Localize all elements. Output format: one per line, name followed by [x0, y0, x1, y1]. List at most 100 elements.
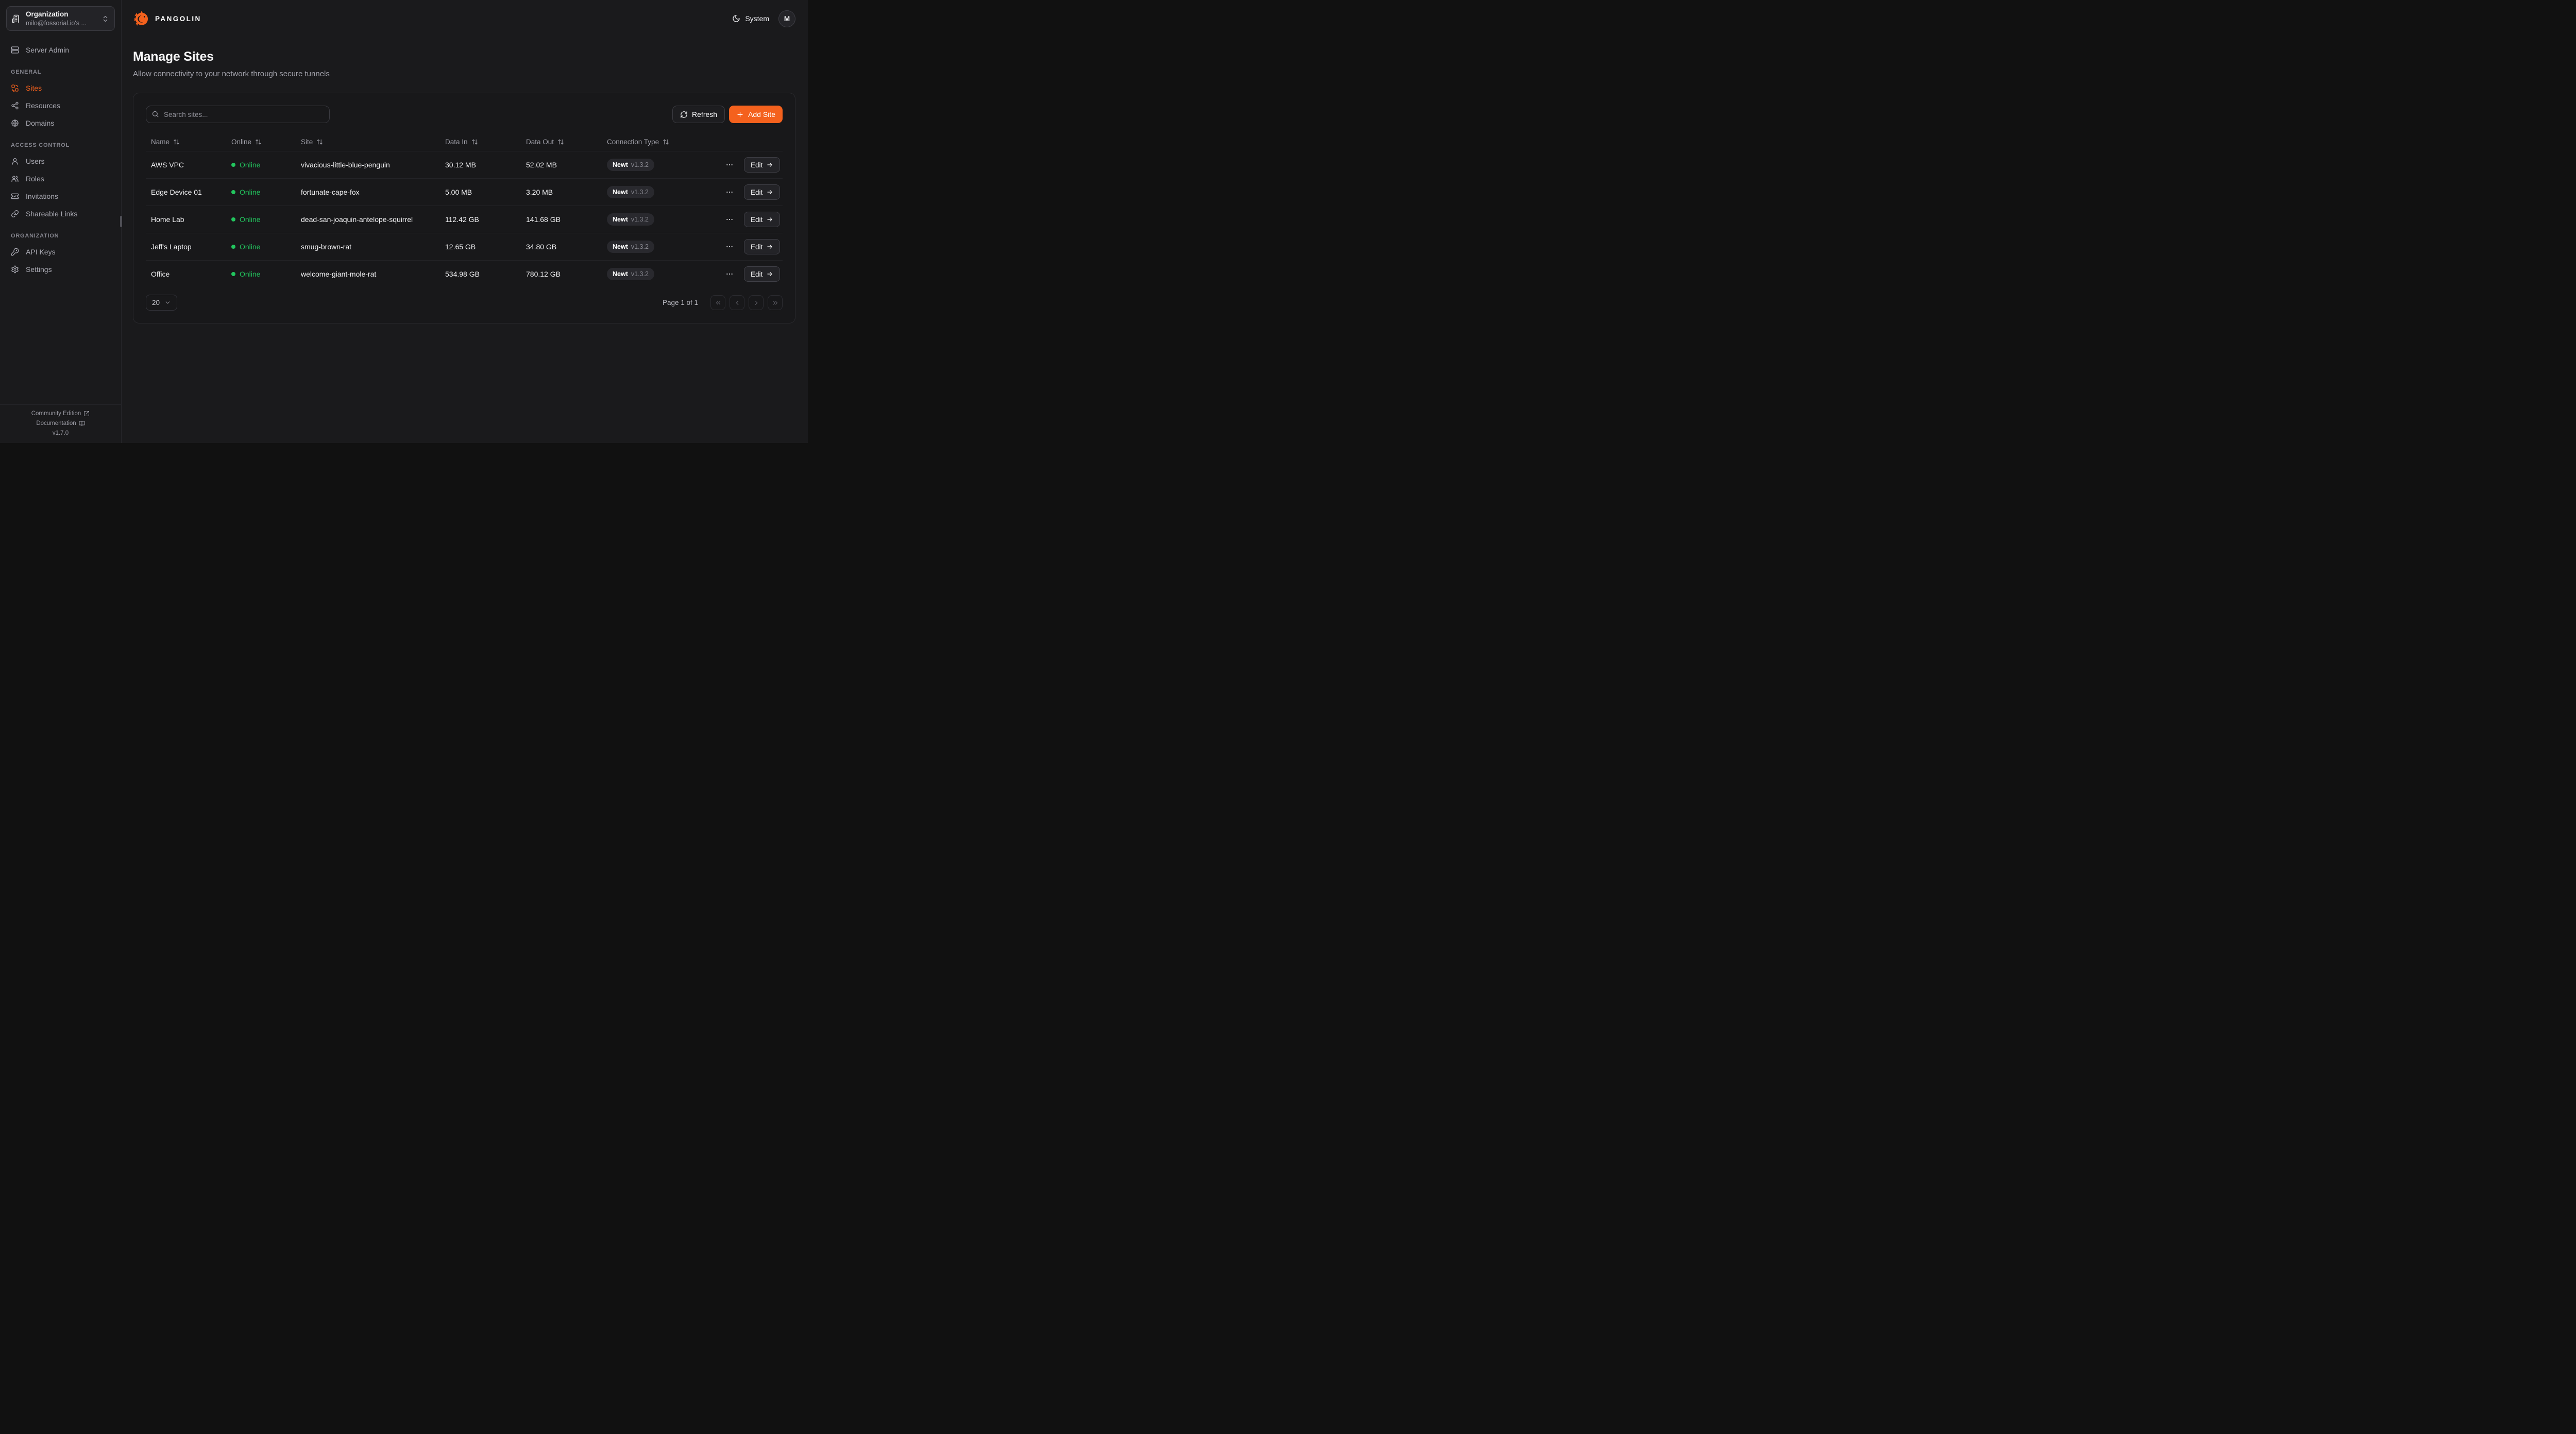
sort-icon [256, 139, 261, 144]
sidebar-item-label: Users [26, 157, 45, 165]
online-label: Online [240, 188, 261, 196]
column-header-connection-type[interactable]: Connection Type [607, 138, 723, 146]
connection-version: v1.3.2 [631, 216, 649, 223]
sidebar-item-label: Server Admin [26, 46, 70, 54]
online-dot [231, 217, 235, 221]
add-site-label: Add Site [748, 110, 775, 118]
site-slug-cell: fortunate-cape-fox [301, 188, 360, 196]
sidebar-resize-handle[interactable] [120, 216, 122, 227]
row-menu-button[interactable] [723, 186, 736, 198]
page-size-value: 20 [152, 299, 160, 306]
data-out-cell: 3.20 MB [526, 188, 553, 196]
data-in-cell: 5.00 MB [445, 188, 472, 196]
sidebar-item-api-keys[interactable]: API Keys [6, 243, 115, 261]
sort-icon [471, 139, 478, 144]
edit-label: Edit [751, 215, 763, 224]
row-menu-button[interactable] [723, 268, 736, 280]
online-dot [231, 245, 235, 249]
link-icon [11, 210, 19, 217]
online-status-cell: Online [231, 243, 301, 251]
section-access-control: ACCESS CONTROL [11, 142, 70, 148]
online-dot [231, 272, 235, 276]
data-out-cell: 52.02 MB [526, 161, 557, 169]
refresh-icon [681, 111, 687, 118]
sidebar-item-sites[interactable]: Sites [6, 79, 115, 97]
column-header-data-out[interactable]: Data Out [526, 138, 607, 146]
edit-button[interactable]: Edit [744, 157, 781, 173]
edit-button[interactable]: Edit [744, 266, 781, 282]
connection-badge: Newt v1.3.2 [607, 241, 654, 253]
sidebar-item-users[interactable]: Users [6, 152, 115, 170]
online-status-cell: Online [231, 161, 301, 169]
next-page-button[interactable] [749, 295, 764, 310]
row-menu-button[interactable] [723, 213, 736, 226]
chevron-right-icon [755, 300, 757, 305]
row-menu-button[interactable] [723, 159, 736, 171]
sidebar-item-label: Resources [26, 101, 60, 110]
add-site-button[interactable]: Add Site [729, 106, 783, 123]
sidebar-item-invitations[interactable]: Invitations [6, 187, 115, 205]
column-header-online[interactable]: Online [231, 138, 301, 146]
column-header-data-in[interactable]: Data In [445, 138, 526, 146]
first-page-button[interactable] [710, 295, 725, 310]
online-label: Online [240, 270, 261, 278]
sidebar-item-resources[interactable]: Resources [6, 97, 115, 114]
edit-button[interactable]: Edit [744, 184, 781, 200]
plus-icon [737, 112, 743, 117]
community-edition-label: Community Edition [31, 411, 81, 417]
sidebar-item-label: Roles [26, 175, 44, 183]
connection-version: v1.3.2 [631, 161, 649, 168]
connection-type-cell: Newt v1.3.2 [607, 268, 723, 280]
edit-button[interactable]: Edit [744, 239, 781, 254]
connection-version: v1.3.2 [631, 270, 649, 278]
column-header-site[interactable]: Site [301, 138, 445, 146]
sidebar-footer: Community Edition Documentation v1.7.0 [0, 404, 121, 443]
page-size-select[interactable]: 20 [146, 295, 178, 311]
server-icon [11, 46, 19, 54]
connection-name: Newt [613, 216, 628, 223]
theme-toggle-button[interactable]: System [732, 14, 769, 23]
book-open-icon [79, 421, 85, 426]
edit-button[interactable]: Edit [744, 212, 781, 227]
sidebar-item-settings[interactable]: Settings [6, 261, 115, 278]
data-in-cell: 534.98 GB [445, 270, 480, 278]
sites-toolbar: Refresh Add Site [146, 106, 783, 123]
key-icon [11, 248, 19, 256]
sidebar-item-domains[interactable]: Domains [6, 114, 115, 132]
documentation-label: Documentation [36, 420, 76, 426]
column-header-name[interactable]: Name [151, 138, 231, 146]
refresh-button[interactable]: Refresh [672, 106, 725, 123]
documentation-link[interactable]: Documentation [36, 420, 85, 426]
sidebar-item-roles[interactable]: Roles [6, 170, 115, 187]
data-in-cell: 112.42 GB [445, 215, 479, 224]
sidebar-item-label: Domains [26, 119, 55, 127]
table-row: Edge Device 01 Online fortunate-cape-fox… [146, 178, 783, 206]
avatar-initial: M [784, 14, 790, 23]
arrow-right-icon [767, 244, 772, 249]
online-label: Online [240, 161, 261, 169]
sidebar-item-shareable-links[interactable]: Shareable Links [6, 205, 115, 223]
table-header: Name Online Site Data In Data Out Connec… [146, 132, 783, 151]
pagination: 20 Page 1 of 1 [146, 295, 783, 311]
chevron-left-icon [736, 300, 738, 305]
sidebar-item-server-admin[interactable]: Server Admin [6, 41, 115, 59]
search-input[interactable] [146, 106, 330, 123]
org-selector[interactable]: Organization milo@fossorial.io's ... [6, 6, 115, 31]
avatar[interactable]: M [778, 10, 795, 27]
last-page-button[interactable] [768, 295, 783, 310]
online-label: Online [240, 215, 261, 224]
building-icon [12, 14, 19, 23]
connection-name: Newt [613, 270, 628, 278]
connection-name: Newt [613, 161, 628, 168]
arrow-right-icon [767, 162, 772, 167]
arrow-right-icon [767, 190, 772, 195]
online-dot [231, 190, 235, 194]
topbar: PANGOLIN System M [122, 0, 808, 37]
connection-badge: Newt v1.3.2 [607, 159, 654, 171]
row-menu-button[interactable] [723, 241, 736, 253]
prev-page-button[interactable] [730, 295, 744, 310]
org-value: milo@fossorial.io's ... [26, 19, 87, 27]
community-edition-link[interactable]: Community Edition [31, 411, 90, 417]
table-row: AWS VPC Online vivacious-little-blue-pen… [146, 151, 783, 178]
site-slug-cell: dead-san-joaquin-antelope-squirrel [301, 215, 413, 224]
